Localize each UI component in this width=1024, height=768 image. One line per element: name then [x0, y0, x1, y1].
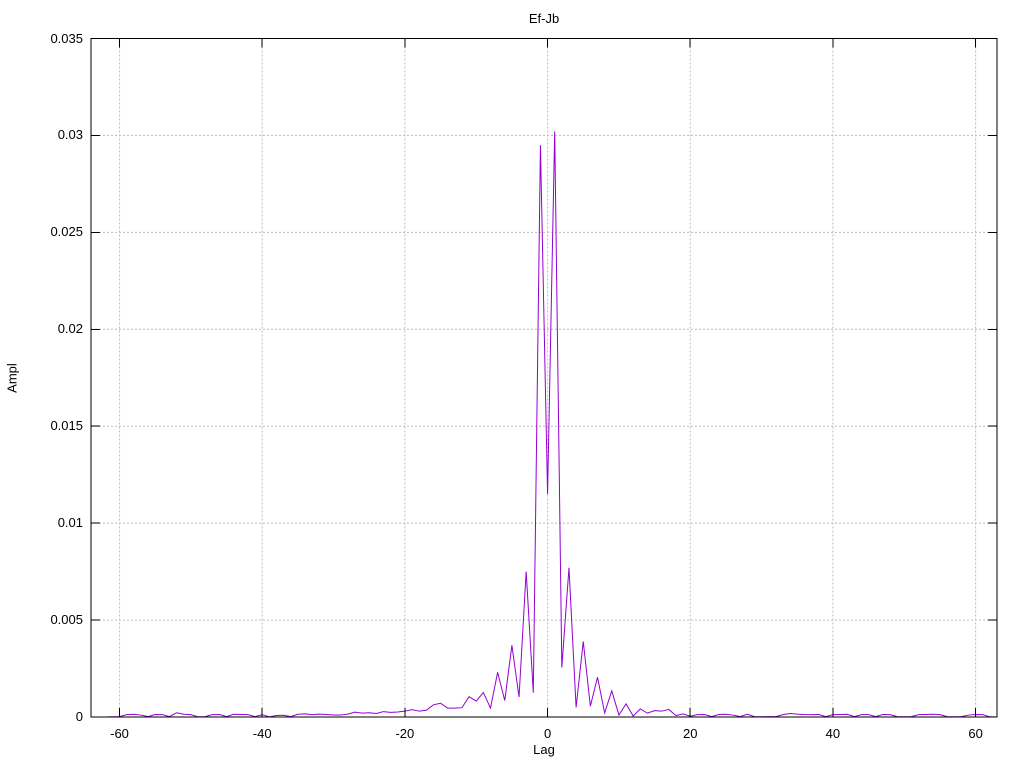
y-tick-label: 0 [75, 709, 83, 724]
y-tick-label: 0.01 [57, 515, 83, 531]
y-tick-label: 0.015 [50, 418, 83, 434]
x-tick-label: -20 [395, 726, 415, 741]
x-tick-label: 40 [825, 726, 841, 741]
y-tick-label: 0.03 [57, 127, 83, 143]
chart-title: Ef-Jb [528, 11, 560, 26]
y-tick-label: 0.025 [50, 224, 83, 240]
x-tick-label: 0 [543, 726, 552, 741]
x-tick-label: 60 [968, 726, 983, 741]
y-tick-label: 0.005 [50, 612, 83, 628]
x-tick-label: -60 [110, 726, 129, 741]
y-tick-label: 0.035 [50, 30, 83, 46]
x-axis-label: Lag [533, 742, 555, 757]
plot-border [90, 38, 998, 718]
data-series-line [91, 131, 998, 718]
y-tick-label: 0.02 [57, 321, 83, 337]
x-tick-label: 20 [683, 726, 698, 741]
y-axis-label: Ampl [4, 362, 20, 393]
x-tick-label: -40 [252, 726, 272, 741]
